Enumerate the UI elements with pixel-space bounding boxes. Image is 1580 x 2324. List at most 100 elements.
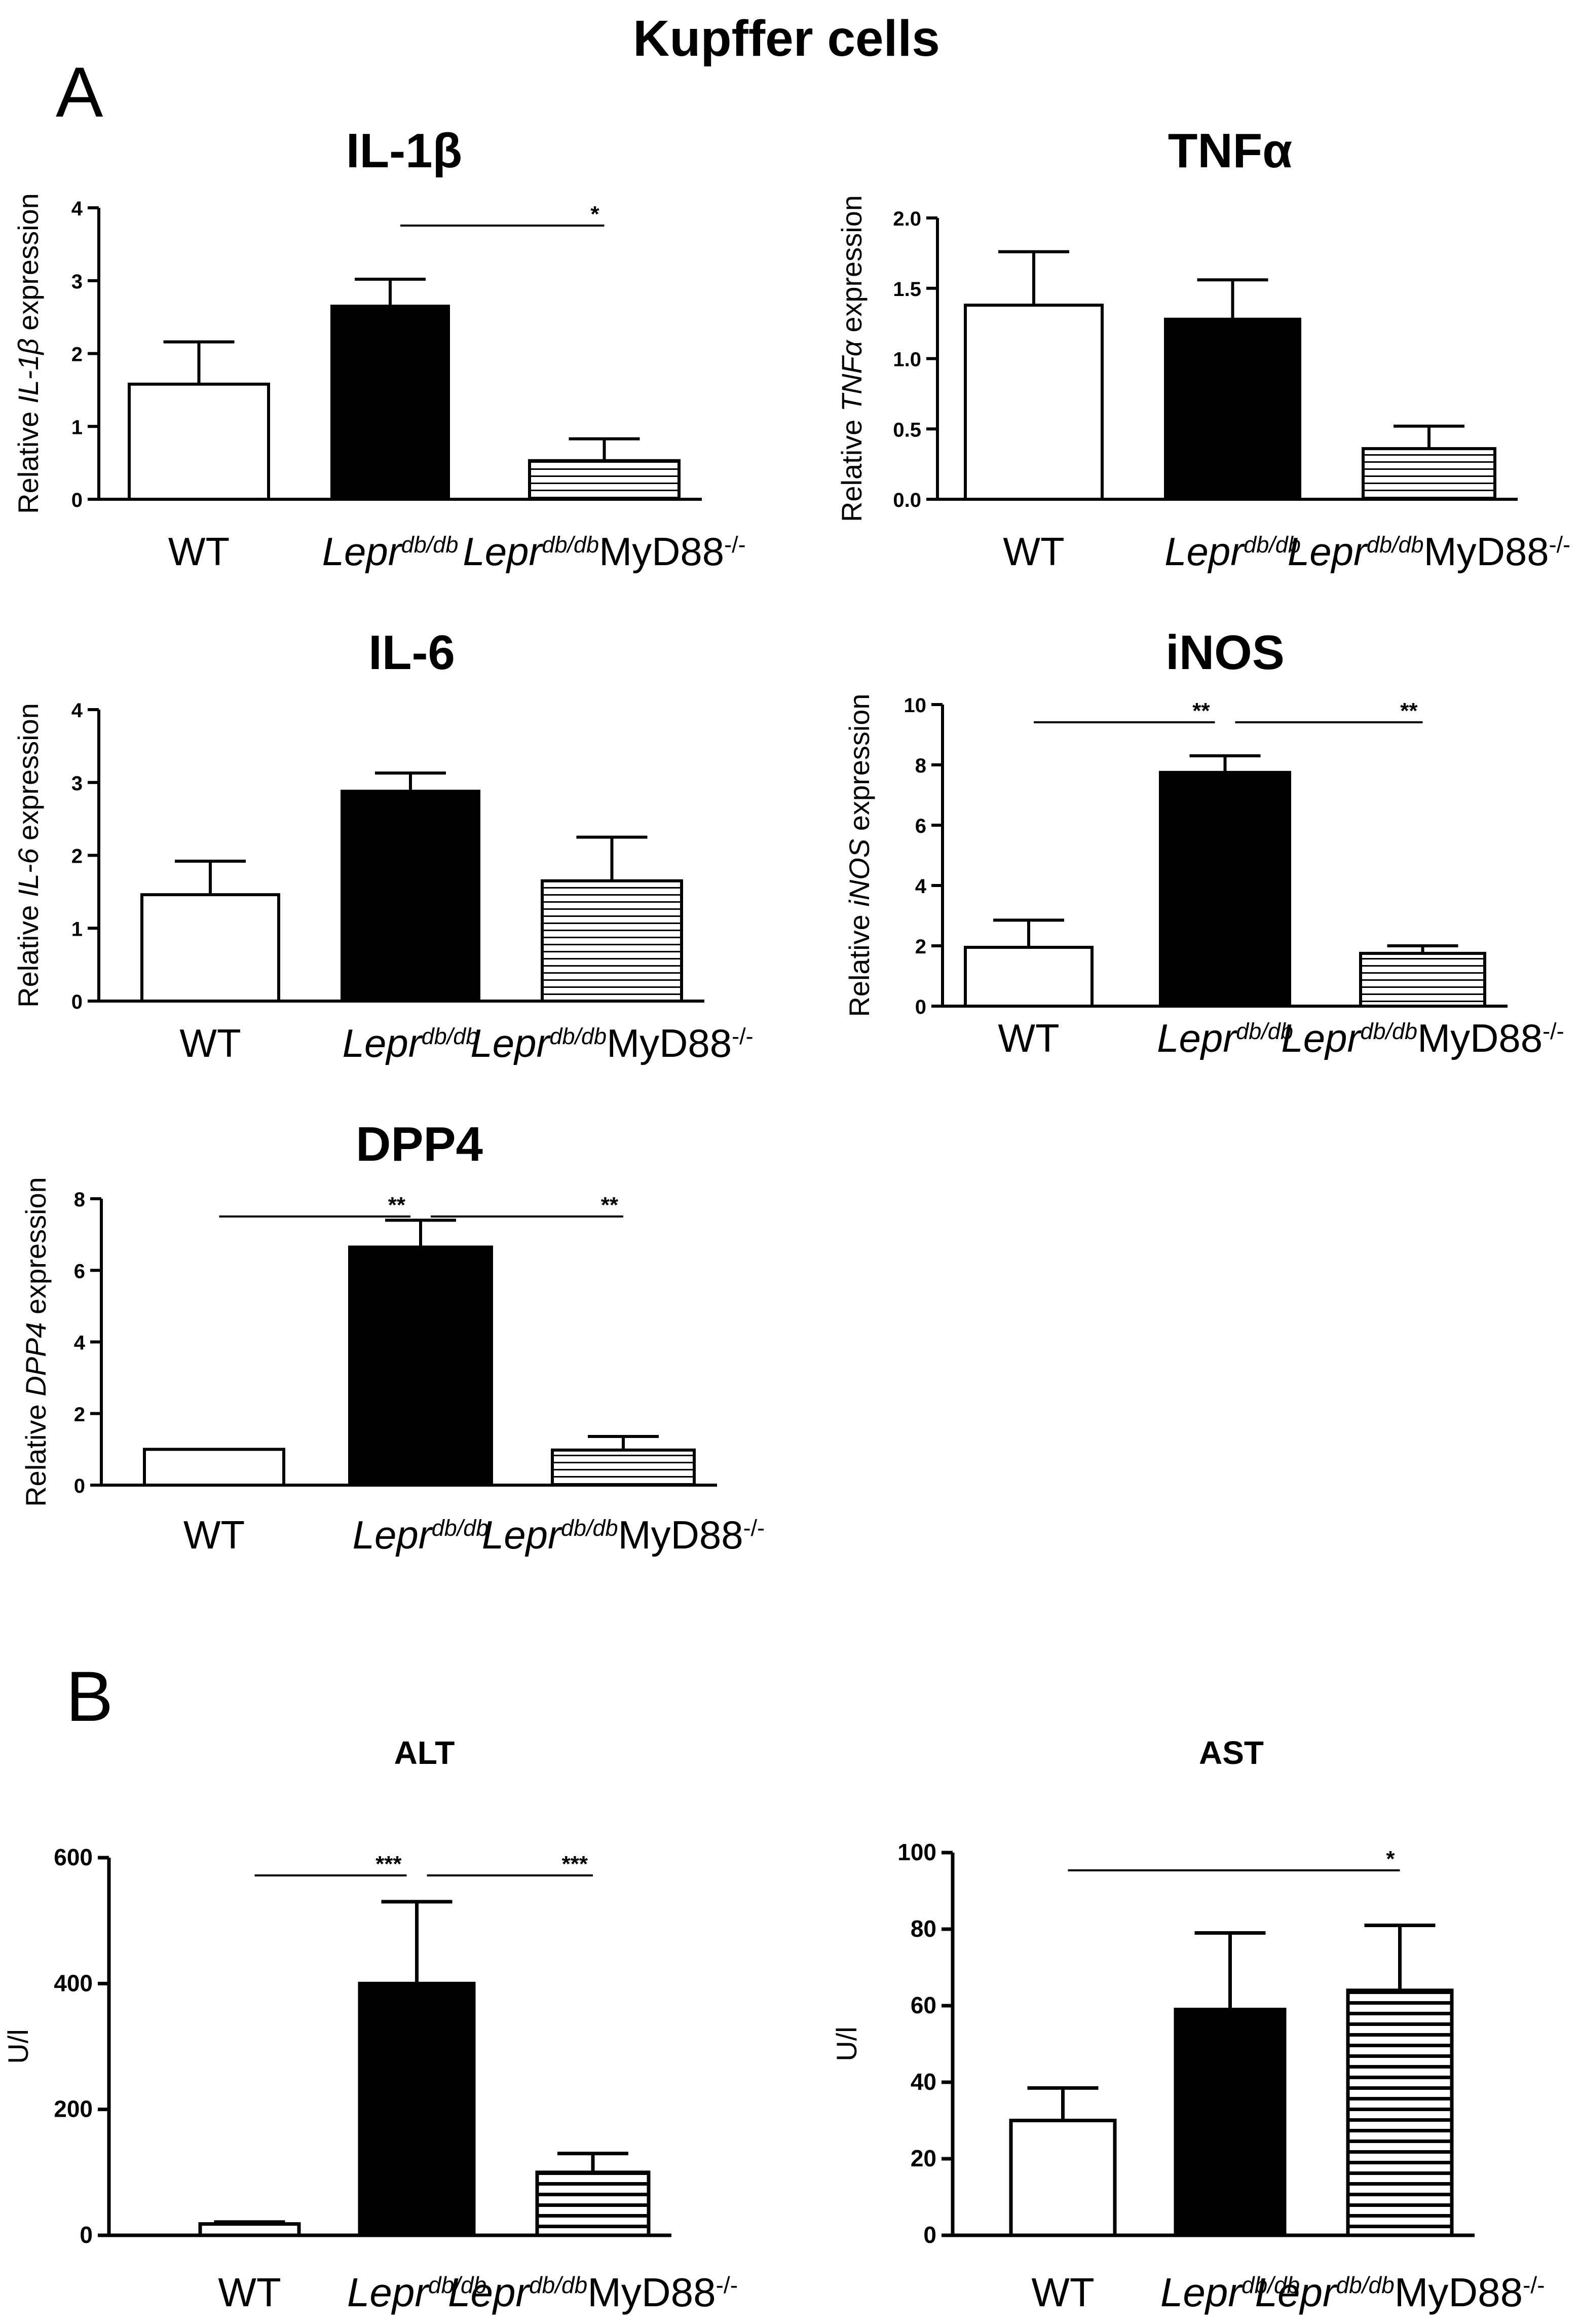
y-tick-label: 1	[71, 416, 83, 438]
y-tick-label: 100	[897, 1839, 936, 1865]
category-label: Leprdb/db	[1160, 2270, 1300, 2315]
y-axis-label: Relative IL-6 expression	[12, 703, 44, 1008]
category-label: WT	[998, 1016, 1059, 1060]
bar-lepr-db-db-myd88	[1359, 951, 1486, 1008]
y-tick-label: 2	[71, 344, 83, 366]
significance-marker: ***	[375, 1852, 402, 1876]
y-axis-label: U/l	[831, 2026, 862, 2061]
category-label: WT	[1003, 529, 1064, 574]
bar-lepr-db-db-myd88	[1346, 1988, 1454, 2237]
significance-marker: **	[1192, 698, 1210, 723]
bar-lepr-db-db	[330, 305, 450, 501]
y-axis-label: Relative IL-1β expression	[12, 193, 44, 514]
y-tick-label: 2	[74, 1404, 85, 1426]
y-tick-label: 2	[915, 936, 926, 958]
y-tick-label: 2.0	[893, 208, 921, 230]
category-label: WT	[218, 2270, 281, 2315]
y-tick-label: 4	[71, 198, 83, 220]
chart-title: ALT	[394, 1735, 455, 1771]
chart-title: AST	[1199, 1735, 1264, 1771]
significance-marker: **	[601, 1193, 619, 1218]
y-tick-label: 6	[915, 815, 926, 837]
chart-ast: AST U/l 0 20 40 60 80 100 WT Leprdb/dbLeprdb/dbMy…	[831, 1735, 1545, 2315]
chart-alt: ALT U/l 0 200 400 600 WT Leprdb/dbLeprdb/dbMyD8…	[2, 1735, 738, 2315]
bar-wt	[1009, 2119, 1117, 2237]
chart-tnf: TNFα Relative TNFα expression 0.0 0.5 1.0 1.5…	[836, 124, 1570, 574]
category-label: Leprdb/db	[1164, 529, 1301, 574]
bar-lepr-db-db	[358, 1981, 476, 2237]
y-tick-label: 2	[71, 845, 83, 868]
bar-lepr-db-db	[1174, 2008, 1287, 2237]
y-tick-label: 60	[911, 1992, 936, 2018]
chart-il-6: IL-6 Relative IL-6 expression 0 1 2 3 4 WT Leprd…	[12, 625, 754, 1065]
y-tick-label: 0.5	[893, 419, 921, 441]
chart-title: DPP4	[356, 1117, 483, 1171]
y-tick-label: 4	[71, 699, 83, 722]
y-tick-label: 80	[911, 1915, 936, 1942]
significance-marker: **	[388, 1193, 406, 1218]
y-axis-label: Relative iNOS expression	[843, 693, 875, 1017]
bar-lepr-db-db	[1164, 317, 1301, 501]
bar-lepr-db-db	[341, 790, 480, 1003]
chart-title: IL-1β	[346, 124, 462, 178]
bar-wt	[198, 2222, 301, 2237]
significance-marker: *	[1386, 1847, 1395, 1871]
bar-wt	[140, 893, 280, 1003]
y-tick-label: 8	[74, 1189, 85, 1211]
chart-title: iNOS	[1165, 625, 1285, 680]
bar-lepr-db-db-myd88	[551, 1448, 696, 1487]
chart-title: TNFα	[1168, 124, 1293, 178]
chart-dpp4: DPP4 Relative DPP4 expression 0 2 4 6 8 WT Leprd…	[20, 1117, 765, 1557]
significance-marker: ***	[562, 1852, 588, 1876]
y-tick-label: 3	[71, 271, 83, 293]
category-label: Leprdb/db	[343, 1021, 479, 1065]
y-tick-label: 600	[54, 1844, 93, 1870]
y-tick-label: 4	[74, 1332, 86, 1354]
y-tick-label: 0	[923, 2222, 936, 2248]
category-label: Leprdb/dbMyD88-/-	[1281, 1016, 1564, 1060]
category-label: WT	[179, 1021, 241, 1065]
bar-lepr-db-db-myd88	[535, 2170, 651, 2237]
y-tick-label: 1	[71, 918, 83, 940]
category-label: Leprdb/db	[322, 529, 459, 574]
y-tick-label: 10	[904, 694, 927, 717]
chart-title: IL-6	[368, 625, 455, 680]
chart-il-1: IL-1β Relative IL-1β expression 0 1 2 3 4 WT Lep…	[12, 124, 746, 574]
bar-lepr-db-db	[348, 1245, 493, 1487]
bar-lepr-db-db	[1159, 770, 1291, 1008]
category-label: Leprdb/dbMyD88-/-	[448, 2270, 738, 2315]
panel-a-label: A	[56, 52, 103, 132]
y-tick-label: 0	[74, 1475, 85, 1497]
y-tick-label: 6	[74, 1260, 85, 1282]
bar-wt	[964, 945, 1094, 1008]
category-label: Leprdb/dbMyD88-/-	[1288, 529, 1570, 574]
bar-lepr-db-db-myd88	[528, 459, 681, 501]
y-tick-label: 1.5	[893, 278, 921, 301]
category-label: Leprdb/dbMyD88-/-	[463, 529, 745, 574]
bar-wt	[143, 1448, 285, 1487]
category-label: Leprdb/db	[353, 1513, 489, 1557]
y-tick-label: 4	[915, 875, 927, 898]
y-tick-label: 200	[54, 2096, 93, 2122]
y-tick-label: 0	[71, 991, 83, 1013]
category-label: WT	[1031, 2270, 1094, 2315]
category-label: WT	[183, 1513, 245, 1557]
category-label: Leprdb/db	[1157, 1016, 1293, 1060]
bar-lepr-db-db-myd88	[541, 879, 683, 1003]
figure-title: Kupffer cells	[633, 10, 940, 67]
y-tick-label: 0	[915, 996, 926, 1018]
y-tick-label: 0	[80, 2222, 93, 2248]
panel-b-label: B	[66, 1656, 113, 1736]
chart-inos: iNOS Relative iNOS expression 0 2 4 6 8 10 WT Lep…	[843, 625, 1564, 1060]
category-label: Leprdb/db	[347, 2270, 486, 2315]
category-label: Leprdb/dbMyD88-/-	[470, 1021, 753, 1065]
category-label: WT	[168, 529, 230, 574]
y-axis-label: Relative TNFα expression	[836, 195, 868, 522]
significance-marker: **	[1400, 698, 1418, 723]
y-tick-label: 40	[911, 2069, 936, 2095]
y-tick-label: 400	[54, 1970, 93, 1996]
bar-wt	[128, 382, 270, 501]
category-label: Leprdb/dbMyD88-/-	[1255, 2270, 1545, 2315]
y-tick-label: 0	[71, 489, 83, 511]
